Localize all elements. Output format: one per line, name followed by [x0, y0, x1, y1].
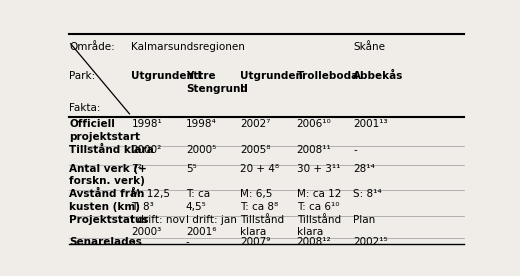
Text: 7²: 7² — [132, 164, 142, 174]
Text: Trolleboda: Trolleboda — [297, 71, 359, 81]
Text: M: 12,5
T: 8³: M: 12,5 T: 8³ — [132, 189, 171, 212]
Text: I drift: jan
2001⁶: I drift: jan 2001⁶ — [186, 215, 237, 237]
Text: Antal verk (+
forskn. verk): Antal verk (+ forskn. verk) — [69, 164, 147, 186]
Text: 30 + 3¹¹: 30 + 3¹¹ — [297, 164, 340, 174]
Text: I drift: nov
2000³: I drift: nov 2000³ — [132, 215, 186, 237]
Text: Yttre
Stengrund: Yttre Stengrund — [186, 71, 248, 94]
Text: Skåne: Skåne — [353, 42, 385, 52]
Text: 2000²: 2000² — [132, 145, 162, 155]
Text: Utgrunden
II: Utgrunden II — [240, 71, 303, 94]
Text: 2007⁹: 2007⁹ — [240, 237, 271, 247]
Text: 2008¹²: 2008¹² — [297, 237, 331, 247]
Text: Tillstånd
klara: Tillstånd klara — [240, 215, 284, 237]
Text: Fakta:: Fakta: — [69, 103, 100, 113]
Text: 2008¹¹: 2008¹¹ — [297, 145, 331, 155]
Text: 2001¹³: 2001¹³ — [353, 119, 388, 129]
Text: 2002⁷: 2002⁷ — [240, 119, 271, 129]
Text: 2005⁸: 2005⁸ — [240, 145, 271, 155]
Text: Område:: Område: — [69, 42, 115, 52]
Text: T: ca
4,5⁵: T: ca 4,5⁵ — [186, 189, 210, 212]
Text: Tillstånd
klara: Tillstånd klara — [297, 215, 341, 237]
Text: Officiell
projektstart: Officiell projektstart — [69, 119, 140, 142]
Text: Avstånd från
kusten (km): Avstånd från kusten (km) — [69, 189, 145, 212]
Text: Park:: Park: — [69, 71, 95, 81]
Text: Kalmarsundsregionen: Kalmarsundsregionen — [132, 42, 245, 52]
Text: 5⁵: 5⁵ — [186, 164, 197, 174]
Text: -: - — [353, 145, 357, 155]
Text: 2000⁵: 2000⁵ — [186, 145, 216, 155]
Text: -: - — [186, 237, 190, 247]
Text: M: ca 12
T: ca 6¹⁰: M: ca 12 T: ca 6¹⁰ — [297, 189, 341, 212]
Text: 20 + 4⁸: 20 + 4⁸ — [240, 164, 279, 174]
Text: Plan: Plan — [353, 215, 375, 225]
Text: -: - — [132, 237, 135, 247]
Text: 28¹⁴: 28¹⁴ — [353, 164, 375, 174]
Text: S: 8¹⁴: S: 8¹⁴ — [353, 189, 382, 199]
Text: Senarelades: Senarelades — [69, 237, 142, 247]
Text: Utgrunden I: Utgrunden I — [132, 71, 202, 81]
Text: 1998⁴: 1998⁴ — [186, 119, 217, 129]
Text: M: 6,5
T: ca 8⁸: M: 6,5 T: ca 8⁸ — [240, 189, 279, 212]
Text: Abbekås: Abbekås — [353, 71, 404, 81]
Text: 1998¹: 1998¹ — [132, 119, 162, 129]
Text: Projektstatus: Projektstatus — [69, 215, 149, 225]
Text: Tillstånd klara: Tillstånd klara — [69, 145, 154, 155]
Text: 2002¹⁵: 2002¹⁵ — [353, 237, 388, 247]
Text: 2006¹⁰: 2006¹⁰ — [297, 119, 331, 129]
